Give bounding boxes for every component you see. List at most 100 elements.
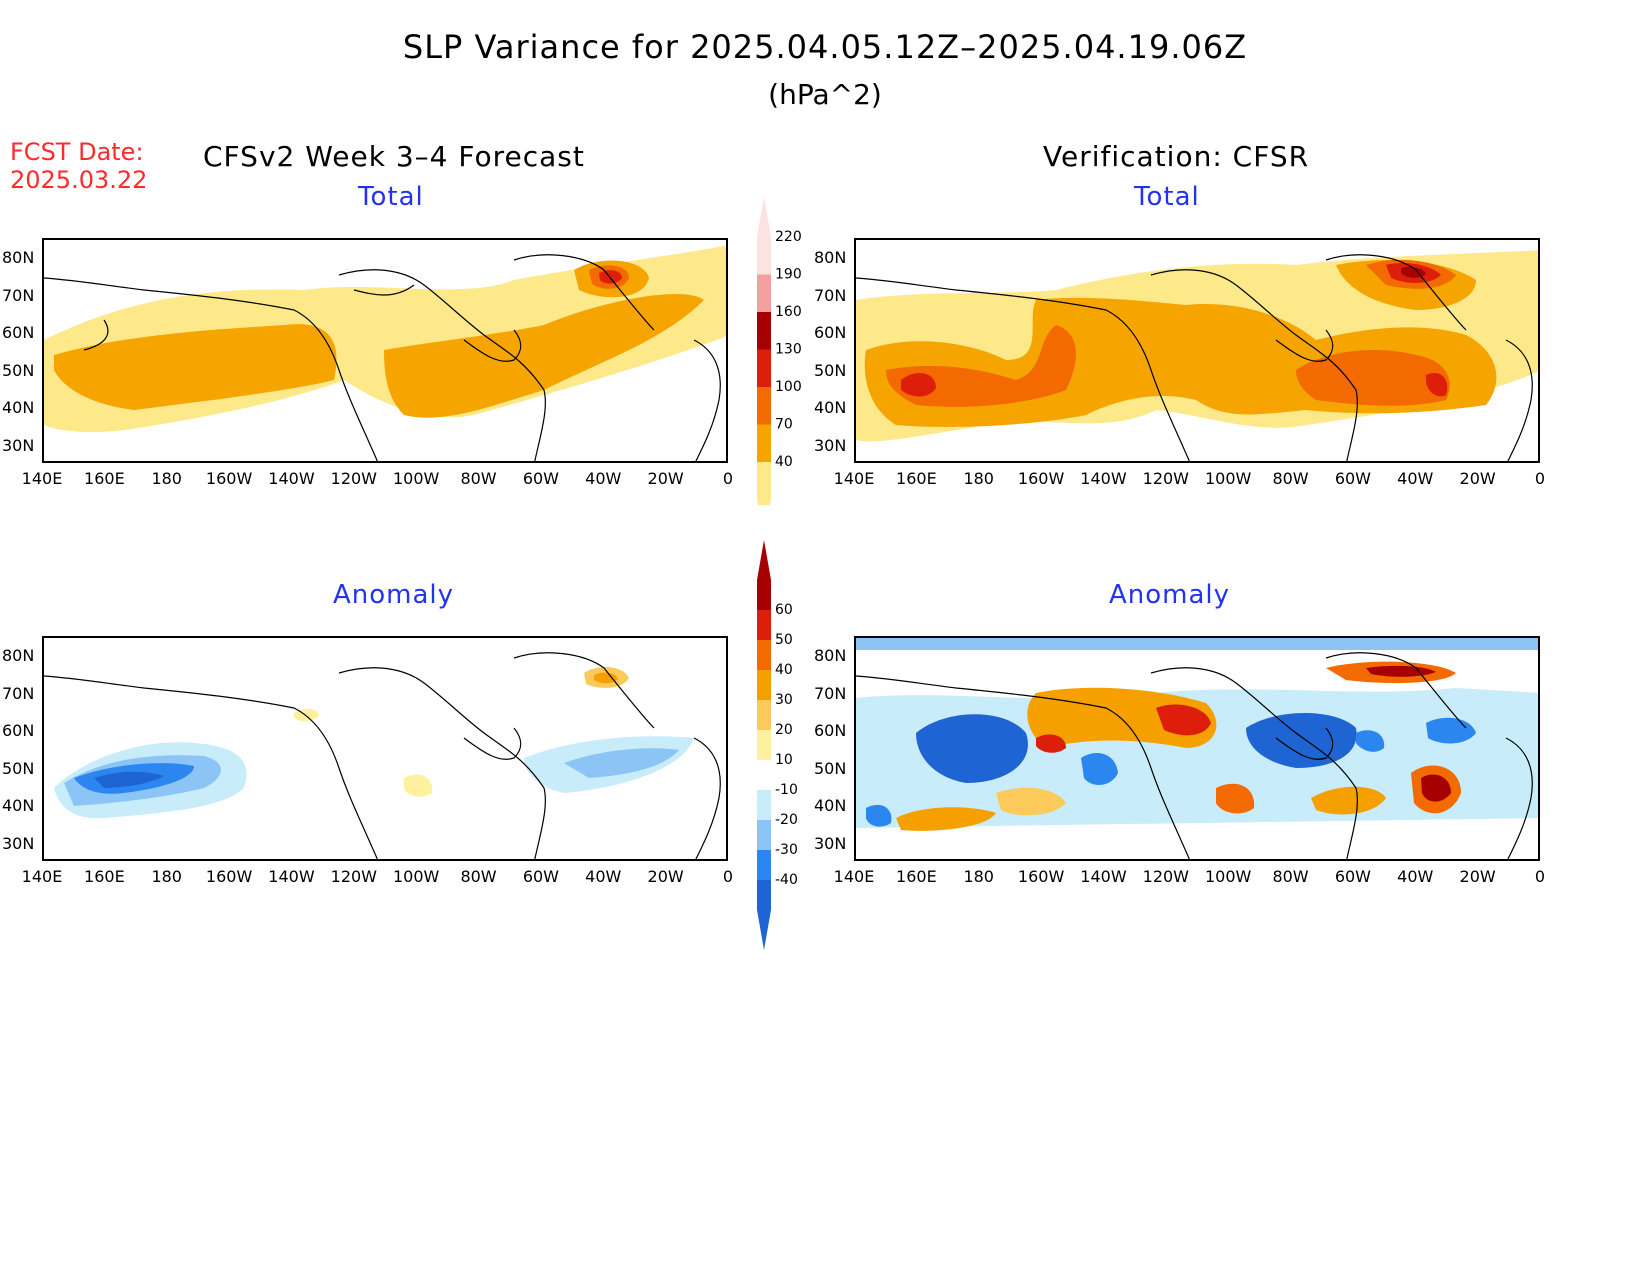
panel-title-verification-anomaly: Anomaly	[1109, 580, 1231, 610]
colorbar-anomaly-level-label: 10	[775, 752, 793, 768]
forecast-column-header: CFSv2 Week 3–4 Forecast	[203, 140, 585, 173]
lon-tick-label: 160E	[896, 469, 937, 488]
field-contour-70b	[384, 294, 704, 418]
lon-tick-label: 0	[1534, 867, 1546, 886]
panel-title-forecast-total: Total	[358, 182, 424, 212]
colorbar-total-level-label: 190	[775, 267, 802, 283]
colorbar-anomaly-level-label: -10	[775, 782, 798, 798]
lat-tick-label: 40N	[2, 796, 35, 815]
lon-tick-label: 40W	[1397, 469, 1434, 488]
lon-tick-label: 160E	[84, 867, 125, 886]
colorbar-total-swatch	[757, 387, 771, 425]
colorbar-anomaly-level-label: -20	[775, 812, 798, 828]
field-contour-neg30c	[1426, 717, 1476, 744]
colorbar-anomaly-swatch	[757, 700, 771, 730]
lon-tick-label: 40W	[1397, 867, 1434, 886]
colorbar-total: 40 70 100 130 160 190 220	[757, 197, 802, 505]
lat-tick-label: 40N	[2, 398, 35, 417]
colorbar-anomaly-swatch	[757, 880, 771, 910]
lon-tick-label: 140E	[833, 469, 875, 488]
colorbar-total-level-label: 130	[775, 342, 802, 358]
colorbar-anomaly-swatch	[757, 790, 771, 820]
lon-tick-label: 160W	[205, 867, 253, 886]
lon-tick-label: 160W	[205, 469, 253, 488]
colorbar-anomaly-level-label: 50	[775, 632, 793, 648]
lon-tick-label: 20W	[1459, 469, 1496, 488]
field-contour-40c	[1216, 783, 1255, 814]
colorbar-anomaly-level-label: 60	[775, 602, 793, 618]
colorbar-anomaly-top-arrow	[757, 540, 771, 580]
coastlines	[856, 254, 1533, 461]
coastlines	[856, 652, 1533, 859]
colorbar-total-swatch	[757, 424, 771, 462]
lon-tick-label: 20W	[647, 469, 684, 488]
lat-tick-label: 60N	[2, 721, 35, 740]
colorbar-total-swatch	[757, 349, 771, 387]
lon-tick-label: 20W	[647, 867, 684, 886]
colorbar-anomaly-level-label: -40	[775, 872, 798, 888]
lat-tick-label: 70N	[814, 683, 847, 703]
lon-tick-label: 60W	[522, 867, 559, 886]
lon-tick-label: 140W	[268, 469, 315, 488]
colorbar-total-level-label: 220	[775, 229, 802, 245]
field-contour-neg40	[94, 771, 164, 788]
lat-tick-label: 30N	[2, 833, 35, 853]
lon-tick-label: 160W	[1017, 469, 1065, 488]
colorbar-anomaly-swatch	[757, 820, 771, 850]
lat-tick-label: 40N	[814, 398, 847, 417]
lon-tick-label: 60W	[522, 469, 559, 488]
field-contour-70a	[54, 324, 337, 410]
forecast-date-label: FCST Date:	[10, 138, 144, 166]
lon-tick-label: 140W	[1080, 469, 1127, 488]
forecast-date-block: FCST Date: 2025.03.22	[10, 138, 147, 194]
lon-tick-label: 120W	[1142, 469, 1189, 488]
lon-tick-label: 120W	[330, 469, 377, 488]
lon-tick-label: 140E	[21, 867, 63, 886]
lon-tick-label: 140W	[1080, 867, 1127, 886]
panel-title-forecast-anomaly: Anomaly	[333, 580, 455, 610]
lon-tick-label: 40W	[585, 469, 622, 488]
lon-tick-label: 100W	[392, 867, 440, 886]
lat-tick-label: 60N	[2, 323, 35, 342]
field-contour-neg30a	[1081, 753, 1118, 785]
colorbar-total-bottom-arrow	[757, 499, 771, 505]
lon-tick-label: 60W	[1334, 469, 1371, 488]
lat-tick-label: 50N	[814, 360, 847, 380]
lat-tick-label: 30N	[814, 435, 847, 455]
lon-tick-label: 0	[722, 469, 734, 488]
lat-tick-label: 70N	[814, 285, 847, 305]
colorbar-total-level-label: 70	[775, 417, 793, 433]
lon-tick-label: 80W	[460, 867, 497, 886]
colorbar-anomaly-level-label: -30	[775, 842, 798, 858]
colorbar-total-swatch	[757, 462, 771, 500]
colorbar-total-swatch	[757, 237, 771, 275]
field-contour-10	[404, 774, 433, 797]
map-verification-total-field	[856, 250, 1538, 461]
map-verification-anomaly	[854, 636, 1540, 861]
field-contour-neg40a	[916, 714, 1028, 783]
colorbar-total-top-arrow	[757, 197, 771, 237]
forecast-date-value: 2025.03.22	[10, 166, 148, 194]
lat-tick-label: 30N	[814, 833, 847, 853]
lon-tick-label: 100W	[392, 469, 440, 488]
field-contour-130	[599, 270, 622, 284]
colorbar-anomaly-level-label: 40	[775, 662, 793, 678]
lon-tick-label: 0	[1534, 469, 1546, 488]
field-band-north	[856, 638, 1538, 650]
colorbar-total-swatch	[757, 312, 771, 350]
lon-tick-label: 140E	[21, 469, 63, 488]
lat-tick-label: 50N	[814, 758, 847, 778]
lon-tick-label: 140W	[268, 867, 315, 886]
map-verification-total	[854, 238, 1540, 463]
colorbar-anomaly-swatch	[757, 850, 771, 880]
colorbar-anomaly-swatch	[757, 730, 771, 760]
lon-tick-label: 140E	[833, 867, 875, 886]
lon-tick-label: 160E	[84, 469, 125, 488]
field-contour-50b	[1036, 734, 1066, 753]
field-contour-30c	[1311, 786, 1386, 815]
lon-tick-label: 20W	[1459, 867, 1496, 886]
lat-tick-label: 60N	[814, 721, 847, 740]
field-contour-50a	[1156, 704, 1211, 736]
colorbar-anomaly-level-label: 20	[775, 722, 793, 738]
field-contour-neg30b	[1356, 730, 1385, 752]
